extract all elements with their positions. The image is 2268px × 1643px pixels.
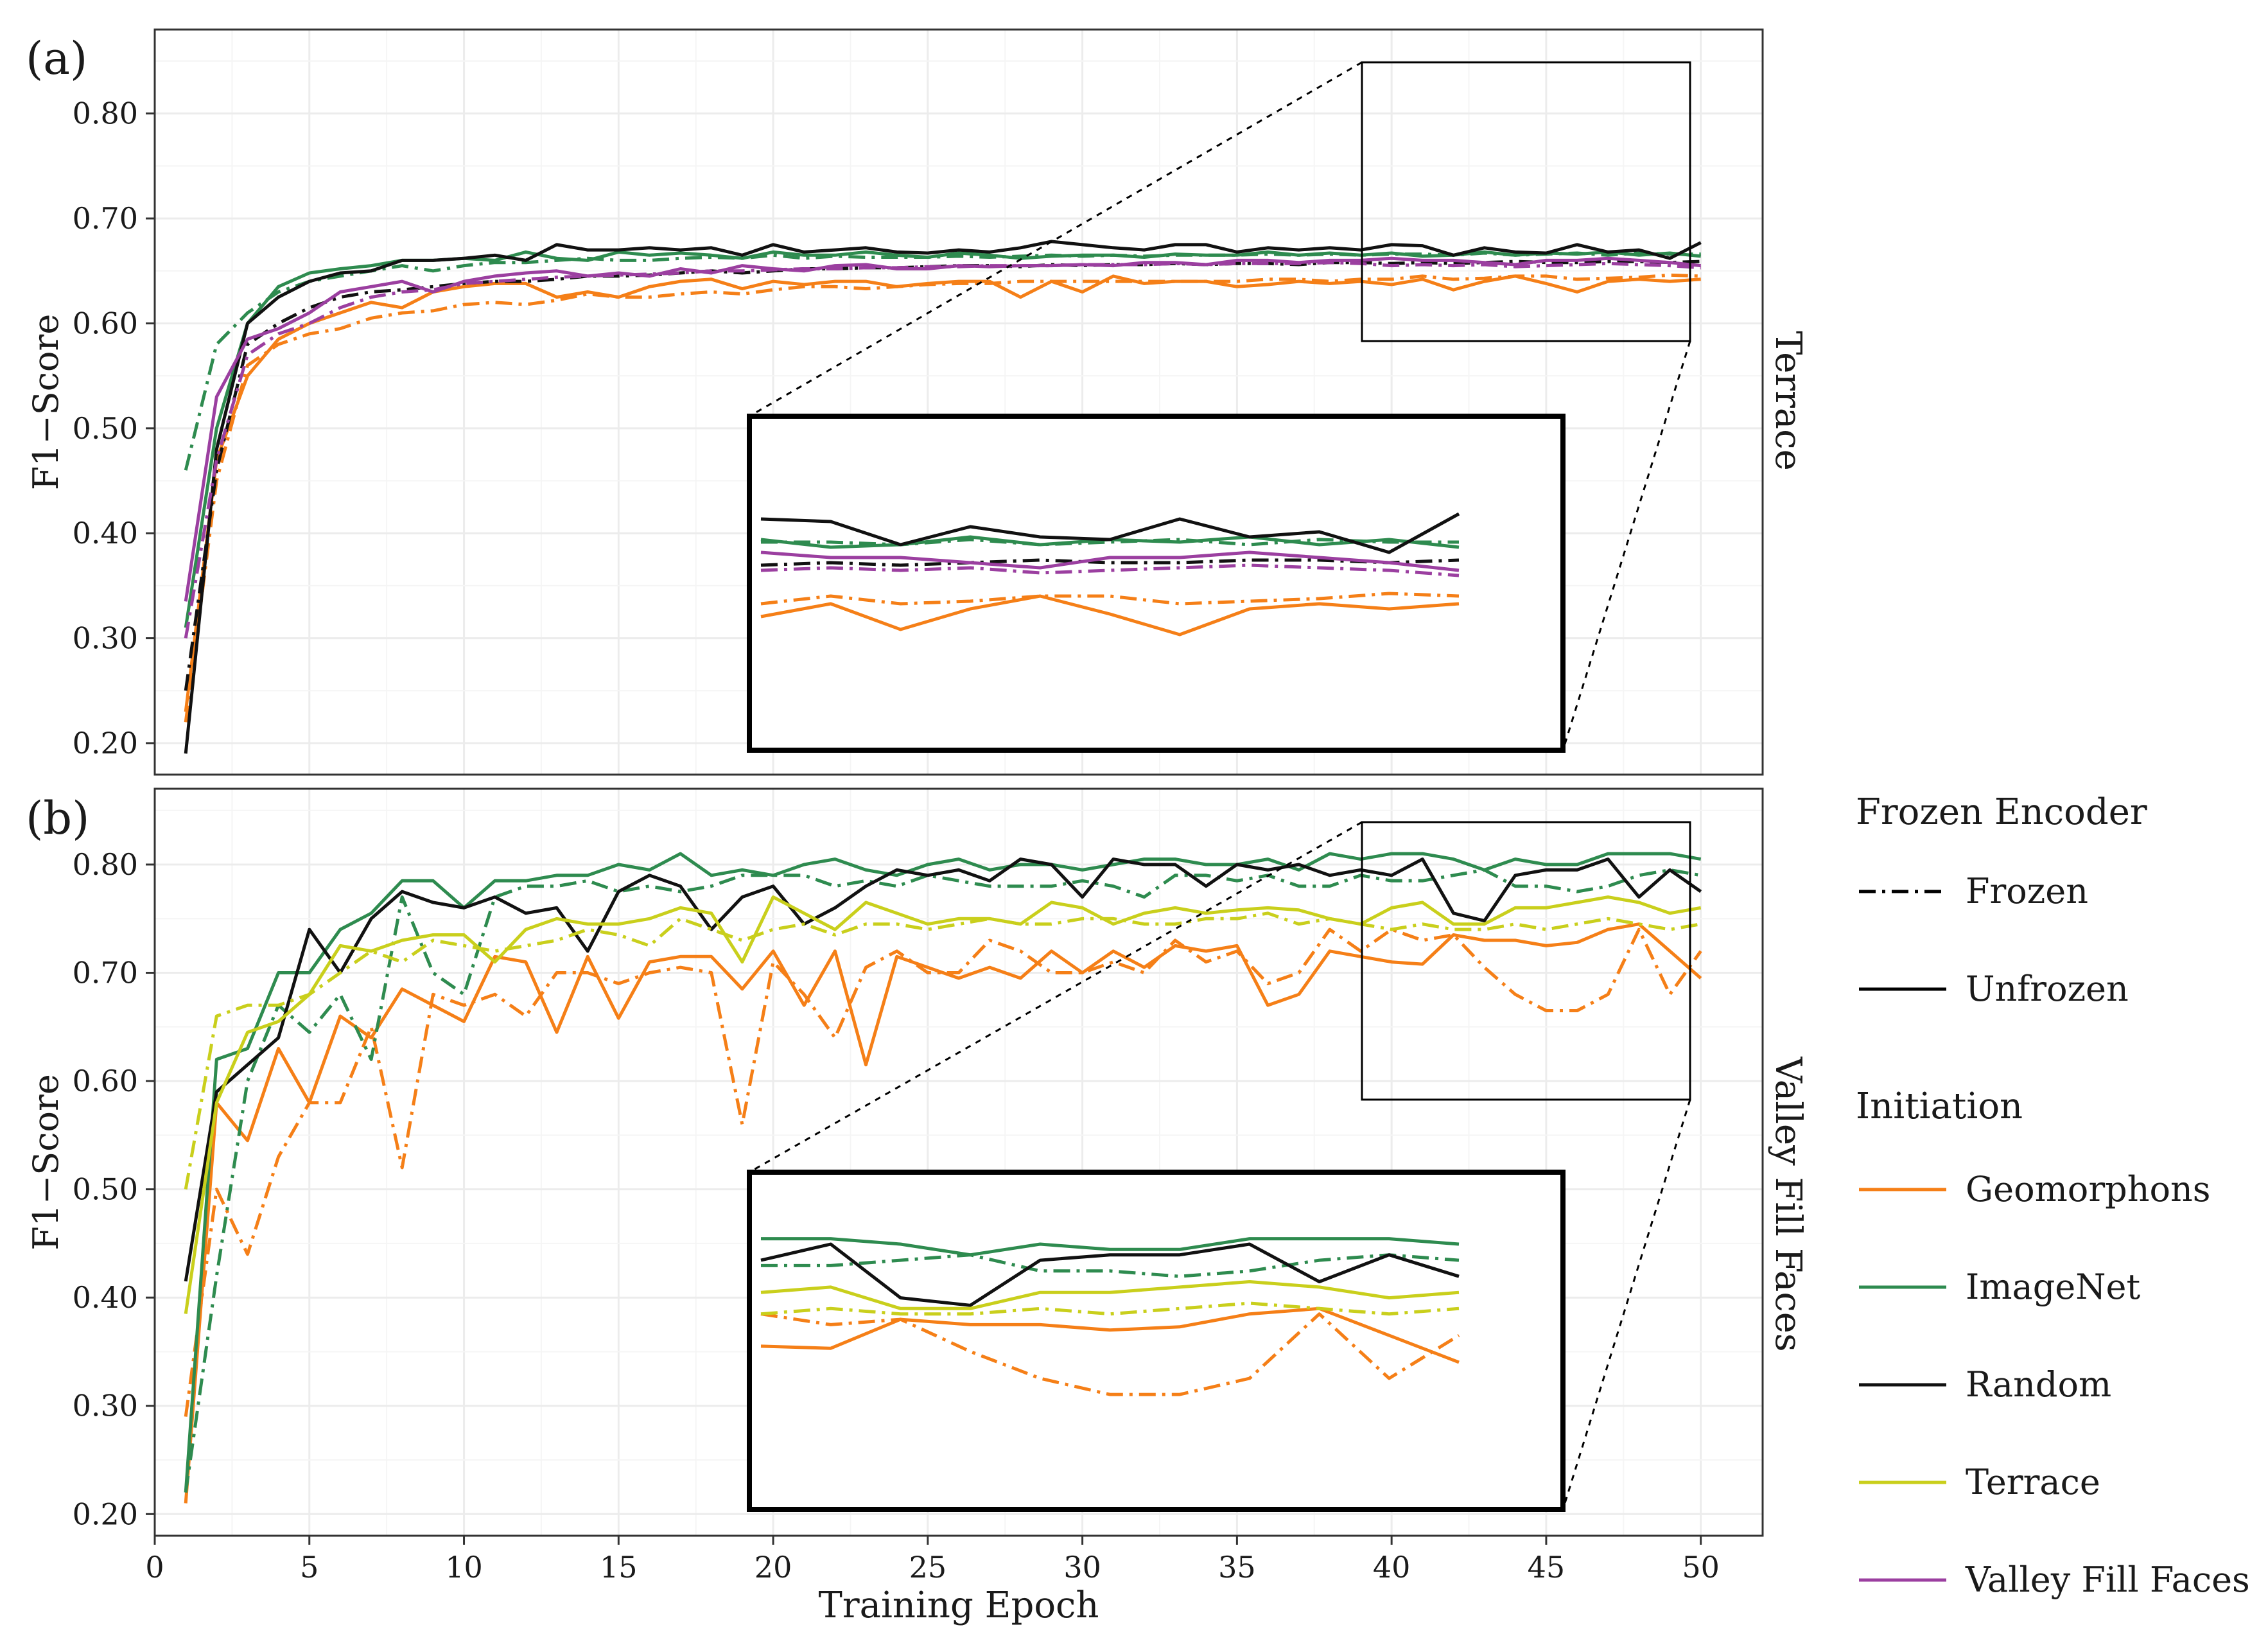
- zoom-connector: [1562, 340, 1691, 751]
- x-tick-label: 0: [145, 1550, 164, 1585]
- series-line-geomorphons-unfrozen: [184, 922, 1702, 1504]
- panel-label: (b): [26, 792, 89, 845]
- y-tick-label: 0.60: [73, 306, 138, 340]
- inset-box: [747, 414, 1566, 753]
- legend-label-frozen: Frozen: [1966, 871, 2088, 911]
- inset-box: [747, 1170, 1566, 1512]
- inset-series-line-imagenet-frozen: [761, 538, 1459, 547]
- x-tick-label: 25: [909, 1550, 947, 1585]
- x-tick-label: 50: [1682, 1550, 1720, 1585]
- panel-border: [153, 787, 1764, 1537]
- x-axis-title: Training Epoch: [819, 1585, 1099, 1626]
- series-line-imagenet-frozen: [184, 868, 1702, 1493]
- y-tick-label: 0.30: [73, 621, 138, 656]
- y-tick-label: 0.70: [73, 201, 138, 236]
- zoom-connector: [1562, 1099, 1691, 1510]
- x-tick-label: 30: [1063, 1550, 1101, 1585]
- y-tick-label: 0.80: [73, 847, 138, 882]
- y-tick-label: 0.40: [73, 516, 138, 550]
- inset-series-line-geomorphons-frozen: [760, 1312, 1460, 1396]
- y-tick-label: 0.50: [73, 411, 138, 446]
- legend-label-imagenet: ImageNet: [1966, 1267, 2140, 1307]
- series-line-random-unfrozen: [184, 240, 1702, 754]
- y-tick-label: 0.40: [73, 1280, 138, 1315]
- y-tick-label: 0.70: [73, 956, 138, 990]
- y-tick-label: 0.60: [73, 1064, 138, 1098]
- series-line-terrace-unfrozen: [184, 895, 1702, 1314]
- inset-series-group: [760, 1237, 1460, 1396]
- panel-a-terrace: 0.20 0.30 0.40 0.50 0.60 0.70 0.80 (a) F1−Score T…: [26, 28, 1809, 776]
- inset-series-line-imagenet-frozen: [761, 1253, 1460, 1278]
- x-tick-label: 10: [445, 1550, 483, 1585]
- zoom-connector: [749, 61, 1363, 417]
- inset-series-line-terrace-unfrozen: [760, 1280, 1460, 1310]
- inset-series-line-imagenet-unfrozen: [761, 1237, 1460, 1257]
- inset-series-line-valley-fill-faces-frozen: [760, 563, 1460, 577]
- legend-label-random: Random: [1966, 1364, 2111, 1405]
- panel-label: (a): [26, 32, 87, 85]
- legend-label-valley-fill-faces: Valley Fill Faces: [1965, 1560, 2250, 1600]
- legend-label-unfrozen: Unfrozen: [1966, 969, 2129, 1009]
- inset-series-line-random-unfrozen: [760, 512, 1460, 554]
- series-line-geomorphons-frozen: [184, 927, 1702, 1417]
- x-tick-label: 20: [755, 1550, 792, 1585]
- facet-strip-label: Valley Fill Faces: [1767, 1056, 1809, 1351]
- x-axis: 0 5 10 15 20 25 30 35 40 45 50 Training Epoch: [145, 1536, 1720, 1626]
- panel-b-valley-fill-faces: 0.20 0.30 0.40 0.50 0.60 0.70 0.80(b) F1−Score V…: [26, 787, 1809, 1537]
- facet-strip-label: Terrace: [1767, 331, 1809, 471]
- panel-border: [153, 28, 1764, 776]
- inset-series-line-valley-fill-faces-unfrozen: [760, 550, 1460, 572]
- inset-series-line-geomorphons-unfrozen: [760, 594, 1460, 637]
- x-tick-label: 45: [1528, 1550, 1566, 1585]
- legend-title-initiation: Initiation: [1856, 1085, 2023, 1127]
- y-tick-label: 0.50: [73, 1172, 138, 1207]
- zoom-region-box: [1361, 821, 1691, 1101]
- series-line-imagenet-unfrozen: [184, 852, 1702, 1493]
- x-tick-label: 35: [1218, 1550, 1256, 1585]
- y-axis-title: F1−Score: [26, 1074, 66, 1251]
- zoom-region-box: [1361, 61, 1691, 342]
- inset-series-group: [760, 512, 1460, 637]
- y-tick-label: 0.30: [73, 1389, 138, 1423]
- legend-label-terrace: Terrace: [1966, 1462, 2100, 1502]
- legend-title-frozen: Frozen Encoder: [1856, 791, 2147, 833]
- inset-series-line-random-frozen: [760, 558, 1460, 567]
- legend: Frozen Encoder Frozen Unfrozen Initiation Ge…: [1856, 791, 2250, 1600]
- x-tick-label: 5: [300, 1550, 318, 1585]
- series-group: [184, 852, 1702, 1504]
- series-line-geomorphons-frozen: [184, 273, 1701, 723]
- series-line-terrace-frozen: [184, 911, 1702, 1190]
- zoom-connector: [749, 821, 1363, 1173]
- x-tick-label: 15: [600, 1550, 638, 1585]
- series-line-valley-fill-faces-frozen: [184, 261, 1701, 639]
- series-group: [184, 240, 1702, 754]
- series-line-random-unfrozen: [184, 857, 1702, 1282]
- y-tick-label: 0.20: [73, 726, 138, 760]
- inset-series-line-geomorphons-unfrozen: [760, 1306, 1460, 1364]
- x-tick-label: 40: [1373, 1550, 1411, 1585]
- legend-label-geomorphons: Geomorphons: [1966, 1169, 2210, 1209]
- y-axis-title: F1−Score: [26, 314, 66, 491]
- inset-series-line-random-unfrozen: [760, 1242, 1460, 1307]
- y-tick-label: 0.20: [73, 1497, 138, 1531]
- y-tick-label: 0.80: [73, 96, 138, 131]
